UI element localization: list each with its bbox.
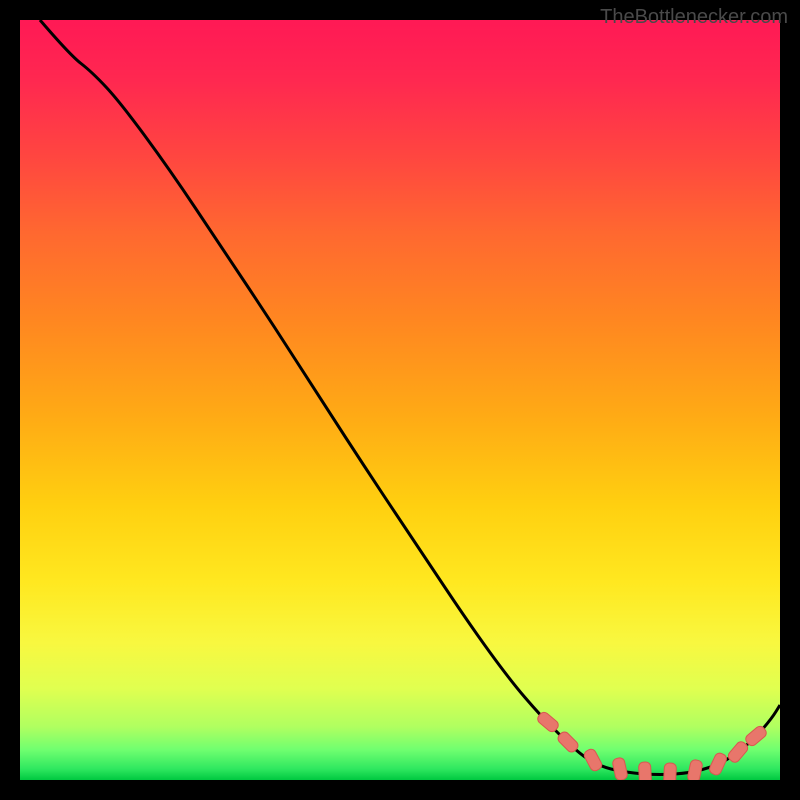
curve-marker: [663, 763, 676, 780]
curve-marker: [638, 762, 651, 780]
gradient-background: [20, 20, 780, 780]
watermark-text: TheBottlenecker.com: [600, 6, 788, 29]
bottleneck-chart: [20, 20, 780, 780]
